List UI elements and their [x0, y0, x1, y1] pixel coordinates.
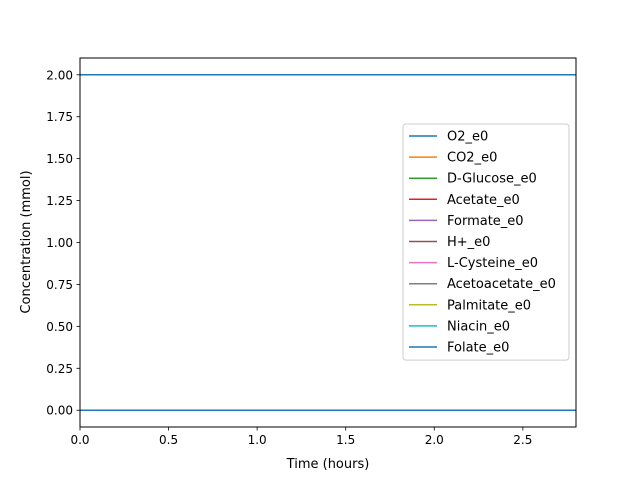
legend-label: Formate_e0 [447, 214, 524, 229]
y-tick-label: 0.50 [46, 320, 73, 334]
y-tick-label: 2.00 [46, 68, 73, 82]
y-tick-label: 1.75 [46, 110, 73, 124]
legend-label: O2_e0 [447, 130, 488, 145]
y-axis: 0.00 0.25 0.50 0.75 1.00 1.25 1.50 1.75 2.00 [46, 68, 80, 418]
y-tick-label: 1.25 [46, 194, 73, 208]
y-tick-label: 0.00 [46, 404, 73, 418]
legend-label: H+_e0 [447, 235, 490, 250]
series-layer [80, 74, 576, 411]
y-tick-label: 0.75 [46, 278, 73, 292]
legend-label: Acetate_e0 [447, 193, 520, 208]
x-tick-label: 1.5 [336, 433, 355, 447]
x-tick-label: 1.0 [248, 433, 267, 447]
y-tick-label: 1.00 [46, 236, 73, 250]
x-tick-label: 2.0 [425, 433, 444, 447]
legend: O2_e0 CO2_e0 D-Glucose_e0 Acetate_e0 Formate… [402, 123, 570, 361]
legend-label: CO2_e0 [447, 151, 497, 166]
y-tick-label: 1.50 [46, 152, 73, 166]
legend-label: D-Glucose_e0 [447, 172, 537, 187]
x-tick-label: 2.5 [513, 433, 532, 447]
x-axis: 0.0 0.5 1.0 1.5 2.0 2.5 [70, 427, 532, 447]
legend-label: Niacin_e0 [447, 319, 510, 334]
legend-label: Palmitate_e0 [447, 298, 531, 313]
legend-label: L-Cysteine_e0 [447, 256, 538, 271]
x-tick-label: 0.0 [70, 433, 89, 447]
x-axis-label: Time (hours) [286, 457, 370, 472]
legend-frame [402, 123, 570, 361]
y-axis-label: Concentration (mmol) [19, 170, 34, 313]
plot-area [79, 57, 577, 428]
legend-label: Acetoacetate_e0 [447, 277, 556, 292]
legend-label: Folate_e0 [447, 341, 509, 356]
y-tick-label: 0.25 [46, 362, 73, 376]
x-tick-label: 0.5 [159, 433, 178, 447]
